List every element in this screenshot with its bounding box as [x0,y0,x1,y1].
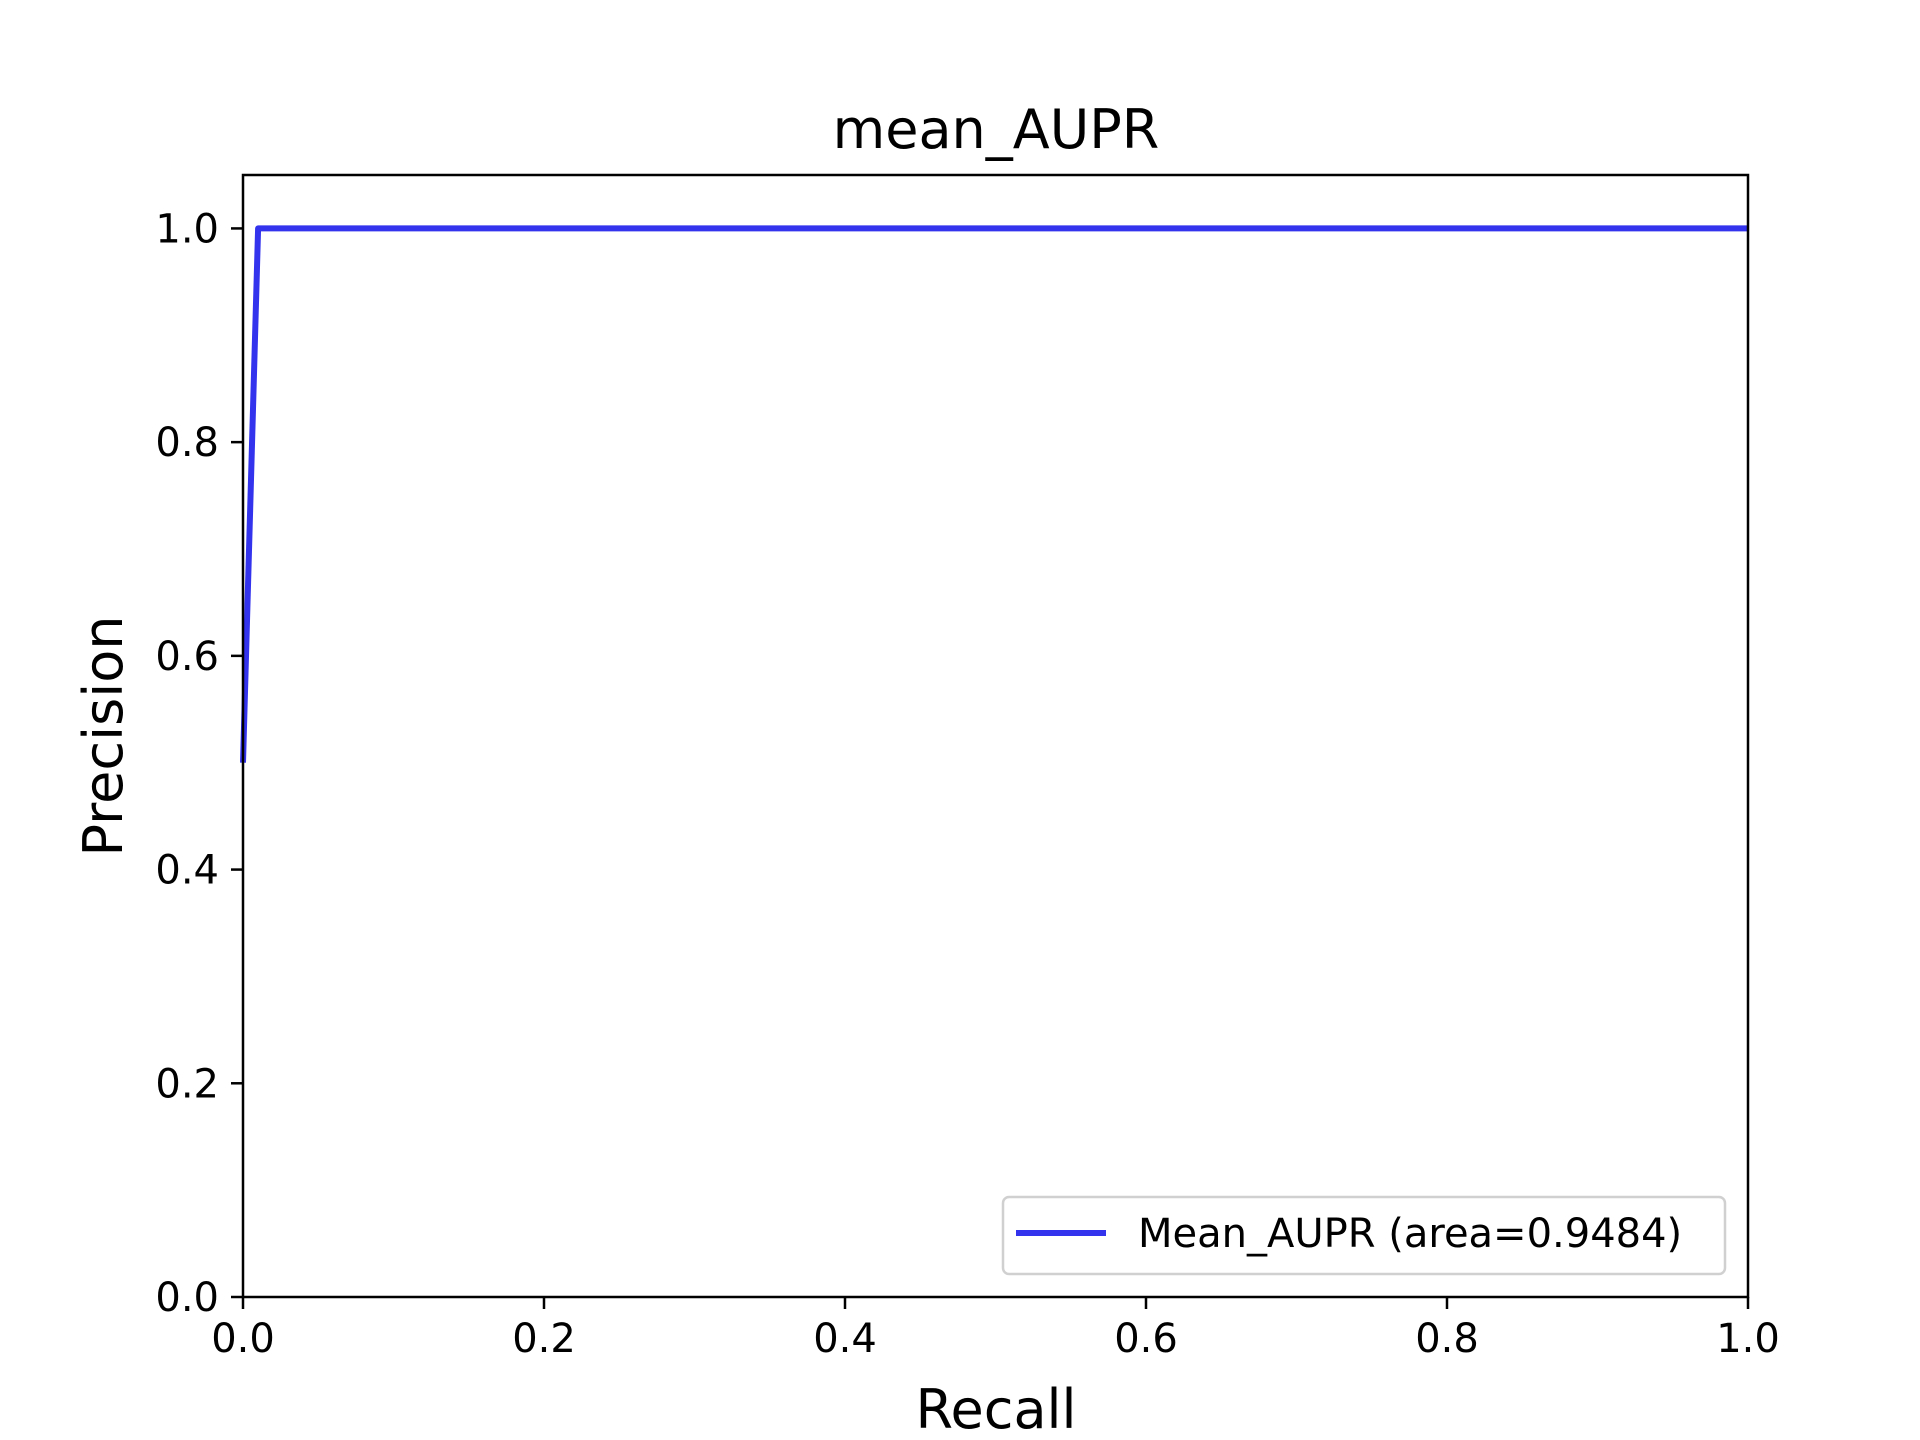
x-tick-label: 1.0 [1716,1316,1780,1362]
y-tick-label: 0.2 [155,1061,219,1107]
x-tick-label: 0.0 [211,1316,275,1362]
y-axis: 0.0 0.2 0.4 0.6 0.8 1.0 [155,206,243,1321]
x-tick-label: 0.6 [1114,1316,1178,1362]
y-tick-label: 0.0 [155,1275,219,1321]
legend-box [1001,1195,1727,1276]
x-tick-label: 0.4 [813,1316,877,1362]
x-axis-label: Recall [915,1378,1076,1440]
x-axis: 0.0 0.2 0.4 0.6 0.8 1.0 [211,1297,1780,1362]
y-tick-label: 0.8 [155,420,219,466]
y-tick-label: 1.0 [155,206,219,252]
series-layer [240,225,1748,763]
x-tick-label: 0.2 [512,1316,576,1362]
legend: Mean_AUPR (area=0.9484) [1001,1195,1727,1276]
y-tick-label: 0.4 [155,848,219,894]
plot-area [240,173,1750,1299]
y-axis-label: Precision [72,616,135,857]
plot-frame [241,173,1750,1299]
y-tick-label: 0.6 [155,634,219,680]
legend-entry-label: Mean_AUPR (area=0.9484) [1138,1211,1682,1257]
x-tick-label: 0.8 [1415,1316,1479,1362]
plot-background [243,175,1748,1297]
series-line [240,225,1748,763]
chart-title: mean_AUPR [833,98,1160,161]
